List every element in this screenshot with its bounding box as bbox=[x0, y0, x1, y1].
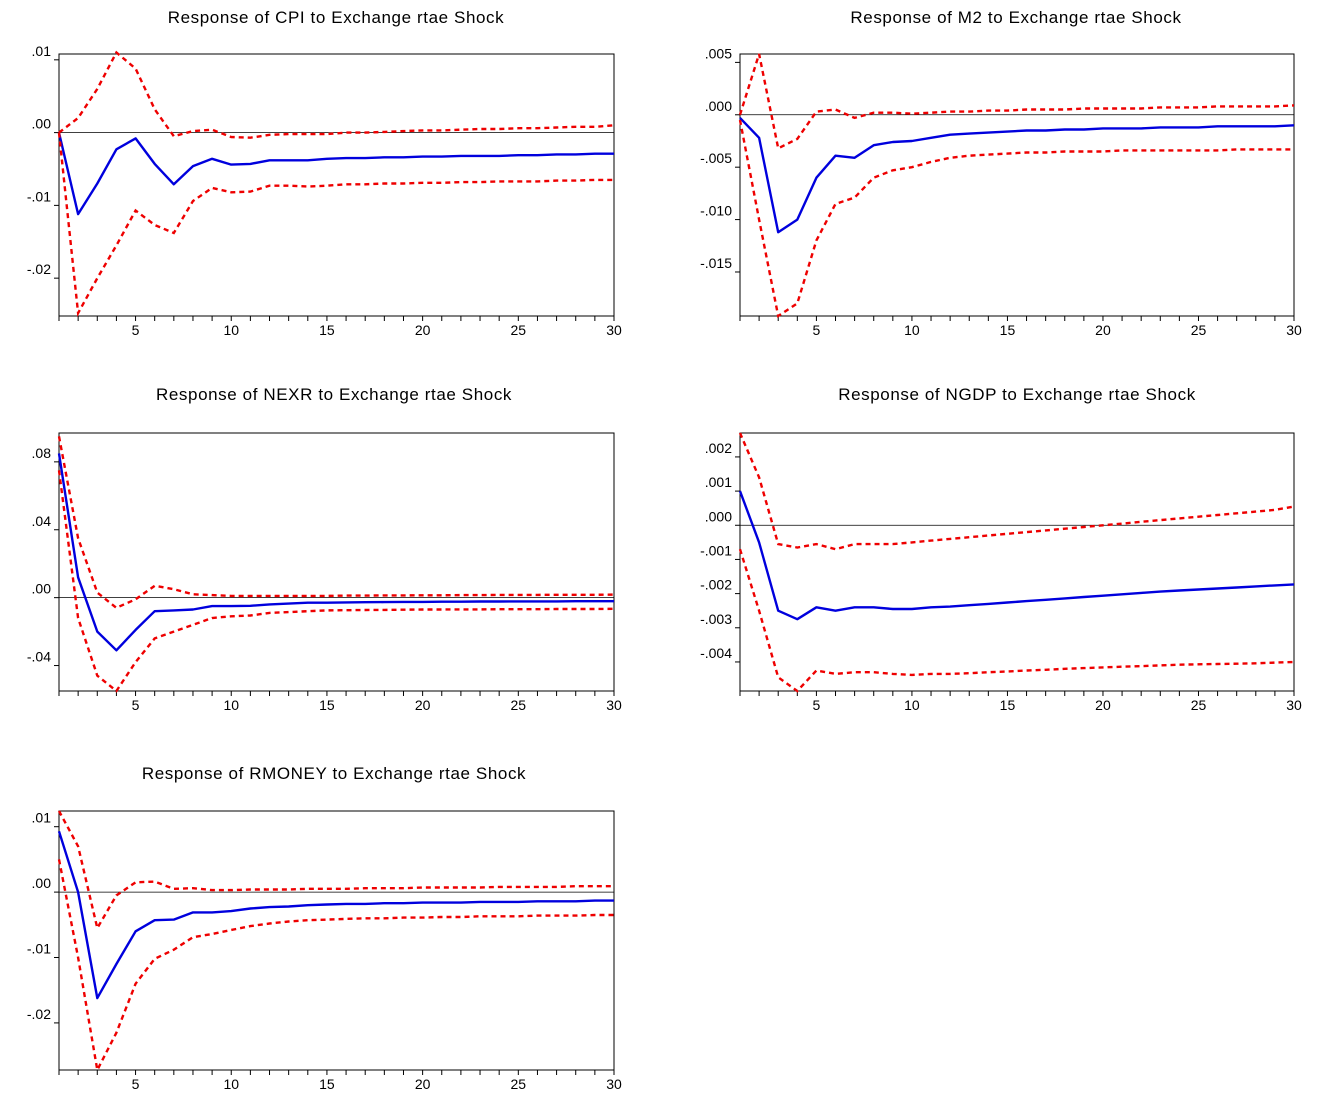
y-tick-label: .000 bbox=[705, 508, 732, 524]
x-tick-label: 30 bbox=[1286, 697, 1302, 713]
response-line bbox=[57, 132, 614, 216]
lower-band-line bbox=[738, 119, 1294, 318]
panel-nexr: Response of NEXR to Exchange rtae Shock … bbox=[27, 385, 622, 713]
x-tick-label: 20 bbox=[415, 1076, 431, 1092]
lower-band-line bbox=[57, 859, 614, 1074]
x-tick-label: 5 bbox=[132, 322, 140, 338]
y-tick-label: -.010 bbox=[700, 203, 732, 219]
x-tick-label: 5 bbox=[813, 697, 821, 713]
plot-frame bbox=[739, 53, 1295, 317]
plot-frame bbox=[739, 432, 1295, 692]
x-tick-label: 30 bbox=[1286, 322, 1302, 338]
x-tick-label: 30 bbox=[606, 322, 622, 338]
x-tick-label: 15 bbox=[319, 697, 335, 713]
x-tick-label: 5 bbox=[132, 1076, 140, 1092]
y-tick-label: -.01 bbox=[27, 188, 51, 204]
response-line bbox=[738, 490, 1295, 621]
y-tick-label: .00 bbox=[32, 875, 52, 891]
chart-title: Response of M2 to Exchange rtae Shock bbox=[850, 8, 1181, 27]
x-tick-label: 15 bbox=[319, 322, 335, 338]
x-tick-label: 10 bbox=[223, 697, 239, 713]
y-tick-label: -.04 bbox=[27, 649, 51, 665]
x-tick-label: 25 bbox=[1191, 697, 1207, 713]
y-tick-label: -.005 bbox=[700, 150, 732, 166]
response-line bbox=[57, 830, 614, 1000]
upper-band-line bbox=[58, 50, 615, 139]
y-tick-label: -.02 bbox=[27, 261, 51, 277]
x-tick-label: 10 bbox=[904, 322, 920, 338]
y-tick-label: .01 bbox=[32, 43, 52, 59]
y-tick-label: .002 bbox=[705, 440, 732, 456]
x-tick-label: 15 bbox=[319, 1076, 335, 1092]
x-tick-label: 20 bbox=[1095, 322, 1111, 338]
upper-band-line bbox=[738, 53, 1295, 151]
y-tick-label: .001 bbox=[705, 474, 732, 490]
x-tick-label: 25 bbox=[511, 1076, 527, 1092]
y-tick-label: -.02 bbox=[27, 1006, 51, 1022]
x-tick-label: 25 bbox=[511, 697, 527, 713]
x-tick-label: 30 bbox=[606, 1076, 622, 1092]
response-line bbox=[739, 117, 1295, 234]
x-tick-label: 15 bbox=[1000, 697, 1016, 713]
x-tick-label: 10 bbox=[223, 1076, 239, 1092]
panel-cpi: Response of CPI to Exchange rtae Shock 5… bbox=[27, 8, 622, 338]
y-tick-label: .00 bbox=[32, 581, 52, 597]
y-tick-label: .00 bbox=[32, 116, 52, 132]
plot-frame bbox=[58, 810, 615, 1071]
chart-title: Response of NGDP to Exchange rtae Shock bbox=[838, 385, 1196, 404]
x-tick-label: 15 bbox=[1000, 322, 1016, 338]
x-tick-label: 5 bbox=[813, 322, 821, 338]
y-tick-label: -.01 bbox=[27, 941, 51, 957]
x-tick-label: 25 bbox=[1191, 322, 1207, 338]
y-tick-label: -.004 bbox=[700, 645, 732, 661]
y-tick-label: -.002 bbox=[700, 577, 732, 593]
chart-title: Response of RMONEY to Exchange rtae Shoc… bbox=[142, 764, 526, 783]
y-tick-label: .005 bbox=[705, 45, 732, 61]
y-tick-label: .000 bbox=[705, 98, 732, 114]
panel-rmoney: Response of RMONEY to Exchange rtae Shoc… bbox=[27, 764, 622, 1092]
lower-band-line bbox=[57, 132, 614, 318]
x-tick-label: 10 bbox=[223, 322, 239, 338]
y-tick-label: .08 bbox=[32, 445, 52, 461]
x-tick-label: 20 bbox=[415, 697, 431, 713]
x-tick-label: 20 bbox=[415, 322, 431, 338]
y-tick-label: .04 bbox=[32, 513, 52, 529]
upper-band-line bbox=[738, 432, 1295, 551]
lower-band-line bbox=[57, 470, 615, 693]
x-tick-label: 25 bbox=[511, 322, 527, 338]
response-line bbox=[57, 453, 614, 652]
x-tick-label: 5 bbox=[132, 697, 140, 713]
upper-band-line bbox=[57, 810, 614, 932]
chart-title: Response of CPI to Exchange rtae Shock bbox=[168, 8, 505, 27]
lower-band-line bbox=[738, 548, 1295, 693]
x-tick-label: 20 bbox=[1095, 697, 1111, 713]
y-tick-label: .01 bbox=[32, 810, 52, 826]
panel-m2: Response of M2 to Exchange rtae Shock 5 1… bbox=[700, 8, 1302, 338]
plot-frame bbox=[58, 432, 615, 692]
y-tick-label: -.003 bbox=[700, 611, 732, 627]
x-tick-label: 30 bbox=[606, 697, 622, 713]
chart-title: Response of NEXR to Exchange rtae Shock bbox=[156, 385, 512, 404]
plot-frame bbox=[58, 53, 615, 317]
panel-ngdp: Response of NGDP to Exchange rtae Shock … bbox=[700, 385, 1302, 713]
y-tick-label: -.015 bbox=[700, 255, 732, 271]
y-tick-label: -.001 bbox=[700, 542, 732, 558]
x-tick-label: 10 bbox=[904, 697, 920, 713]
upper-band-line bbox=[57, 436, 615, 610]
